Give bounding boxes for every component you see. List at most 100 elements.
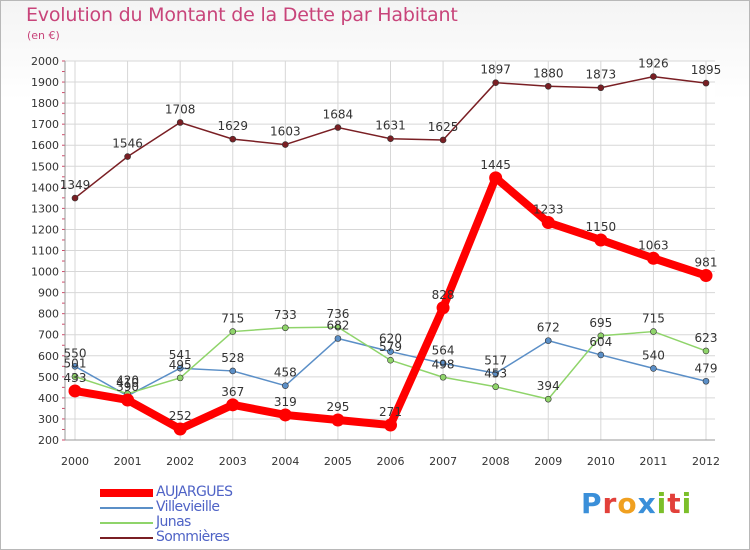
logo-letter: r: [602, 487, 618, 520]
data-point: [439, 360, 447, 367]
legend-swatch: [100, 522, 153, 524]
data-label: 564: [432, 343, 455, 357]
data-label: 1873: [586, 68, 617, 82]
x-tick-label: 2003: [219, 455, 247, 468]
data-point: [439, 136, 447, 144]
data-label: 1150: [586, 220, 617, 234]
data-label: 1629: [217, 119, 248, 133]
data-point: [492, 383, 499, 391]
x-tick-label: 2002: [166, 455, 194, 468]
logo-letter: x: [637, 487, 657, 520]
logo-letter: P: [581, 487, 603, 520]
chart-subtitle: (en €): [27, 29, 60, 42]
data-label: 1880: [533, 66, 564, 80]
data-point: [384, 418, 397, 432]
data-point: [278, 408, 292, 422]
data-point: [699, 269, 713, 283]
data-point: [650, 328, 657, 335]
x-tick-label: 2006: [377, 455, 405, 468]
data-label: 271: [379, 405, 402, 419]
data-point: [176, 364, 184, 372]
data-label: 1708: [165, 102, 196, 116]
data-label: 620: [379, 332, 402, 346]
y-tick-label: 1100: [31, 245, 59, 258]
data-point: [436, 301, 450, 315]
data-point: [334, 335, 342, 342]
data-label: 1445: [480, 158, 511, 172]
data-point: [597, 332, 605, 340]
data-label: 1897: [480, 63, 511, 77]
data-point: [229, 328, 237, 335]
data-label: 390: [116, 380, 139, 394]
data-point: [121, 393, 135, 407]
data-label: 1546: [112, 137, 143, 151]
data-label: 319: [274, 395, 297, 409]
logo-letter: o: [617, 487, 638, 520]
data-point: [387, 348, 394, 355]
data-point: [702, 79, 710, 87]
x-tick-label: 2001: [114, 455, 142, 468]
data-point: [646, 251, 660, 265]
data-point: [492, 369, 499, 377]
data-point: [439, 373, 447, 381]
data-label: 1625: [428, 120, 459, 134]
data-point: [229, 367, 237, 375]
y-tick-label: 600: [38, 350, 59, 363]
data-point: [331, 413, 345, 427]
data-label: 672: [537, 321, 560, 335]
data-label: 410: [116, 376, 139, 390]
y-tick-label: 800: [38, 308, 59, 321]
data-label: 1063: [638, 238, 669, 252]
data-label: 736: [326, 307, 349, 321]
data-label: 1895: [691, 63, 722, 77]
logo-letter: i: [681, 487, 693, 520]
data-point: [68, 384, 82, 398]
legend-swatch: [100, 489, 153, 497]
x-tick-label: 2009: [534, 455, 562, 468]
y-tick-label: 2000: [31, 55, 59, 68]
data-label: 604: [589, 335, 612, 349]
y-tick-label: 200: [38, 434, 59, 447]
x-tick-label: 2012: [692, 455, 720, 468]
data-point: [71, 373, 79, 380]
y-tick-label: 1000: [31, 266, 59, 279]
logo-letter: t: [667, 487, 682, 520]
data-label: 1631: [375, 119, 406, 133]
legend-item-sommieres: Sommières: [100, 529, 360, 546]
logo-letter: i: [656, 487, 668, 520]
data-label: 458: [274, 366, 297, 380]
data-label: 695: [589, 316, 612, 330]
data-point: [173, 422, 187, 436]
x-tick-label: 2011: [639, 455, 667, 468]
data-label: 981: [695, 256, 718, 270]
data-point: [334, 124, 342, 131]
data-point: [650, 365, 657, 372]
data-label: 579: [379, 340, 402, 354]
data-point: [594, 233, 608, 247]
legend-swatch: [100, 507, 153, 509]
data-label: 517: [484, 353, 507, 367]
data-label: 540: [642, 348, 665, 362]
data-label: 715: [642, 312, 665, 326]
data-label: 501: [64, 357, 87, 371]
data-point: [544, 337, 552, 344]
legend-label: Sommières: [156, 529, 230, 545]
legend-label: Villevieille: [156, 499, 220, 515]
legend-item-junas: Junas: [100, 514, 360, 531]
x-tick-label: 2000: [61, 455, 89, 468]
data-point: [71, 194, 79, 202]
legend-label: Junas: [156, 514, 191, 530]
data-label: 433: [64, 371, 87, 385]
data-point: [71, 363, 79, 370]
data-label: 1349: [60, 178, 91, 192]
data-point: [176, 119, 184, 126]
data-label: 623: [695, 331, 718, 345]
x-tick-label: 2005: [324, 455, 352, 468]
data-point: [541, 215, 555, 229]
x-tick-label: 2004: [271, 455, 299, 468]
data-label: 828: [432, 288, 455, 302]
data-point: [597, 351, 605, 359]
x-tick-label: 2010: [587, 455, 615, 468]
data-label: 453: [484, 367, 507, 381]
proxiti-logo: Proxiti: [581, 487, 692, 520]
